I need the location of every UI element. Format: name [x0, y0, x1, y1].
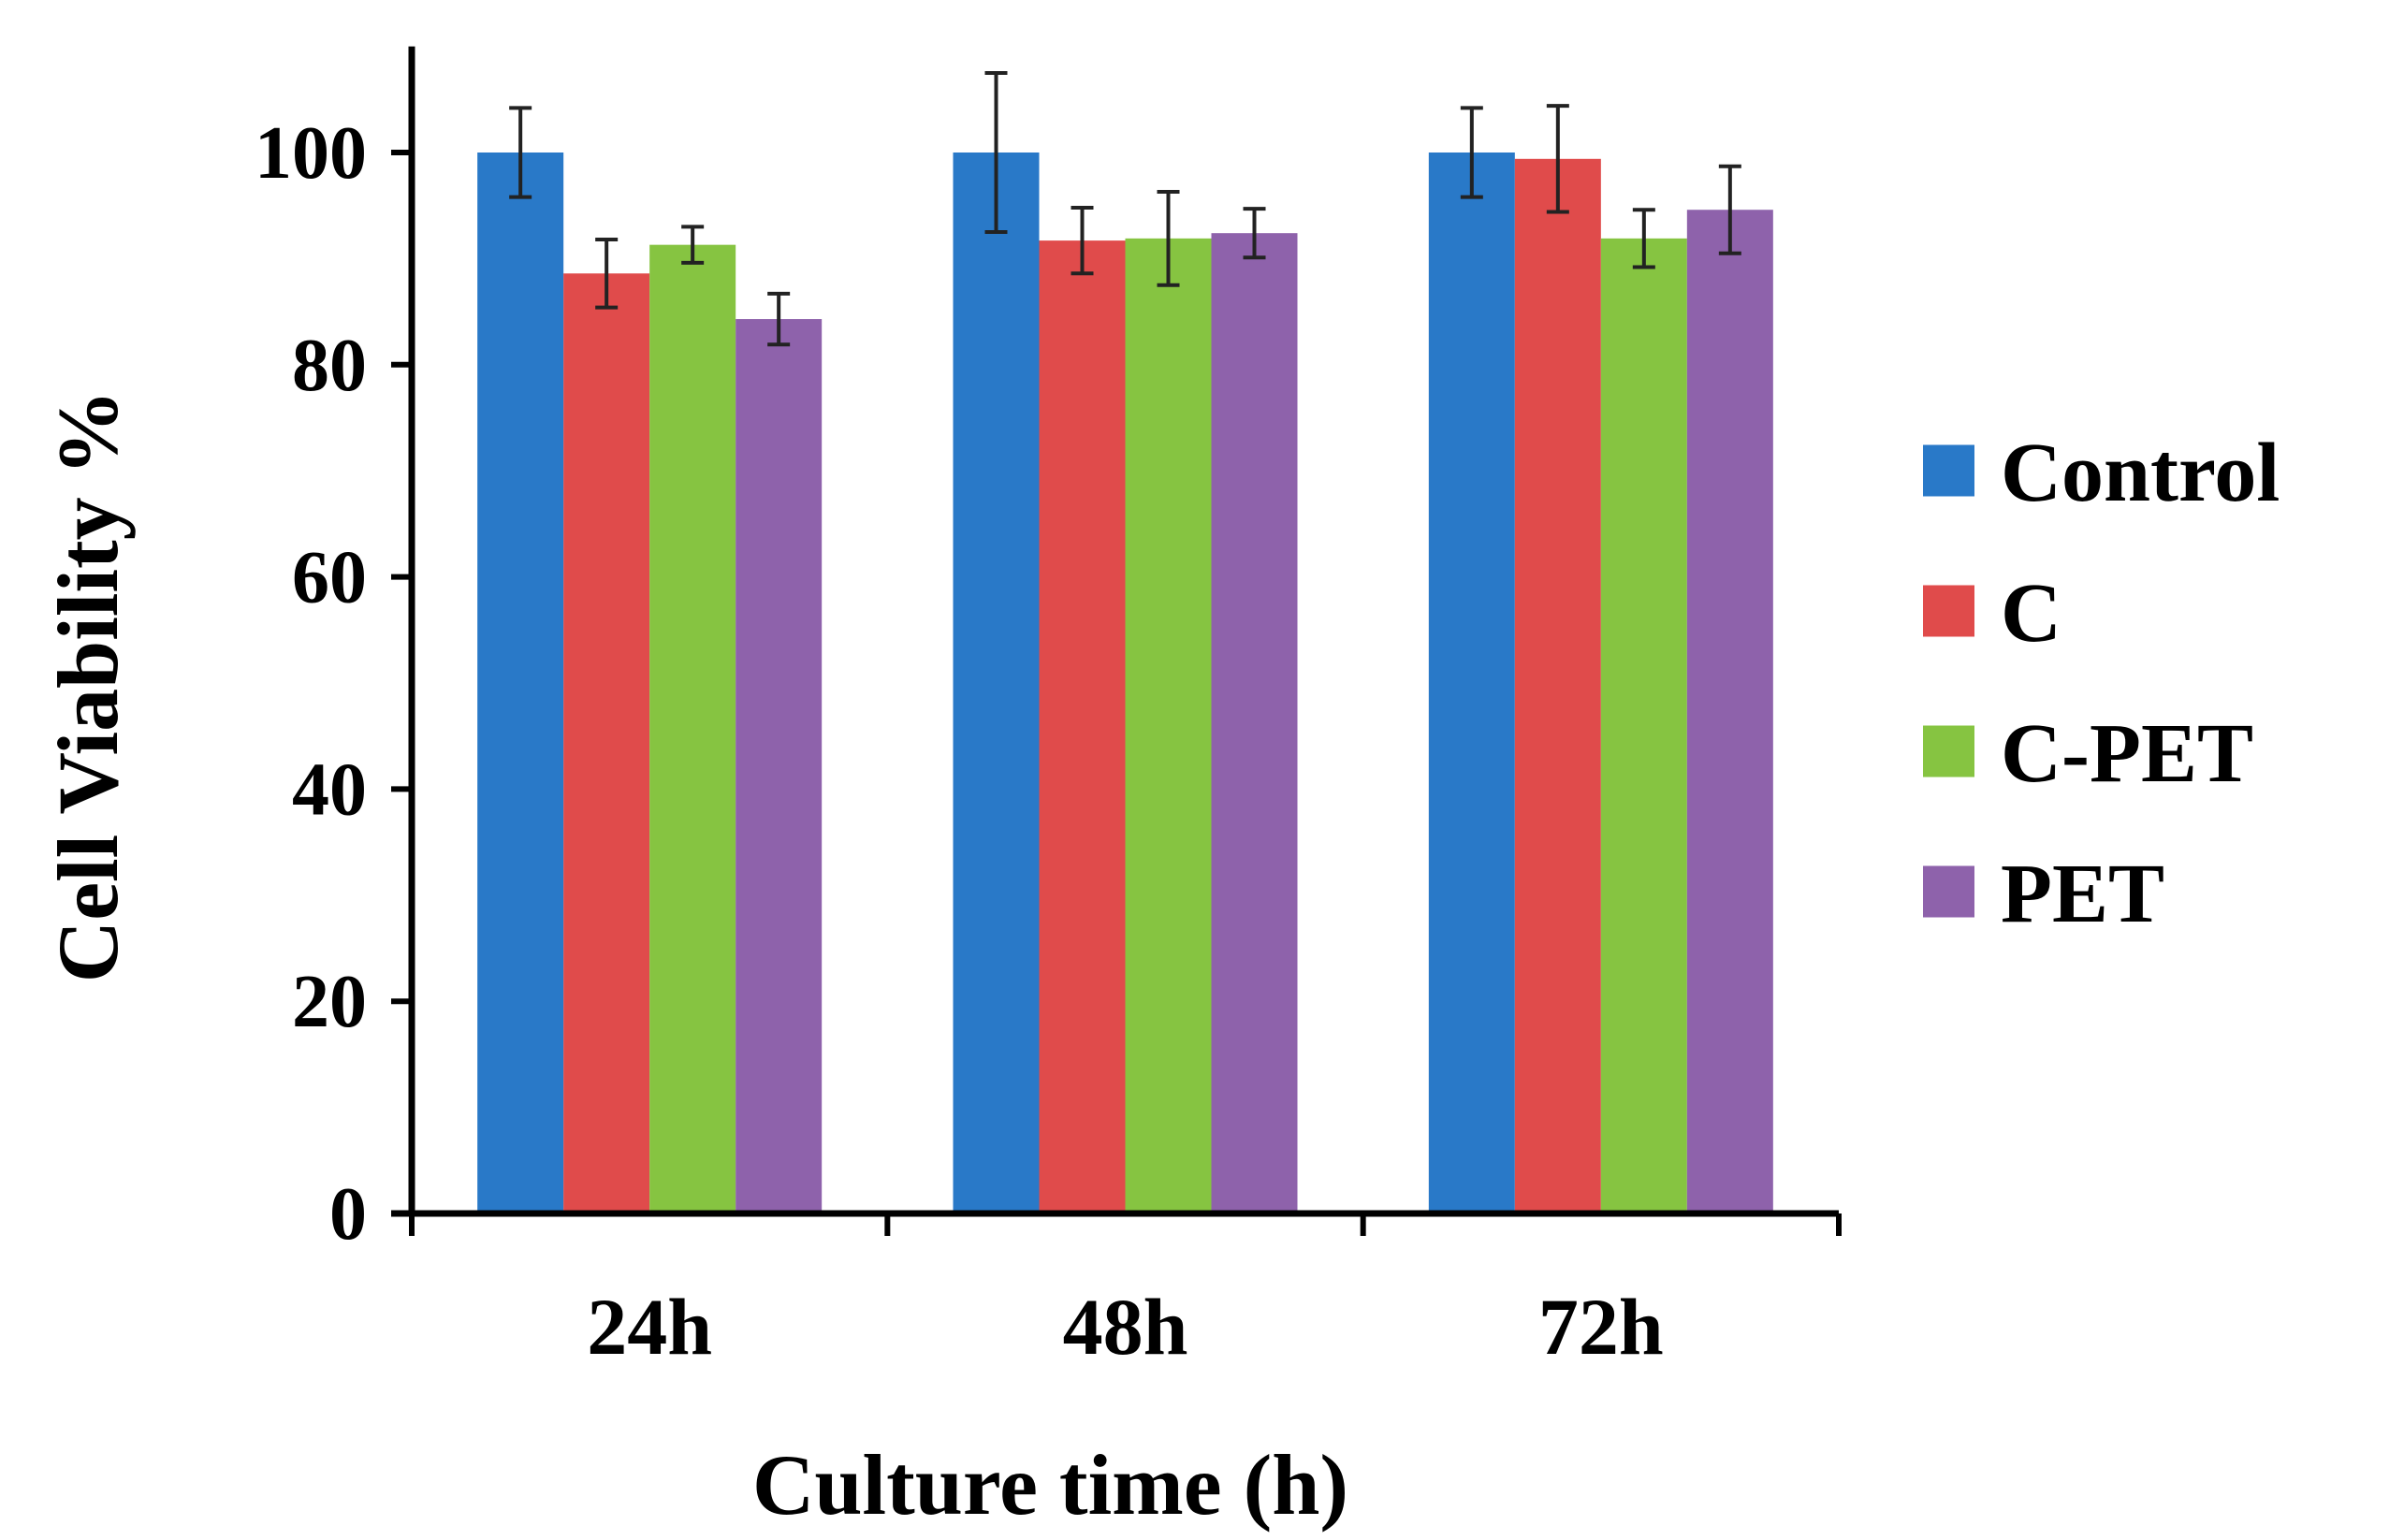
y-tick-label: 80 — [292, 325, 367, 407]
bar-pet-72h — [1686, 210, 1773, 1214]
legend-swatch-c-pet — [1923, 725, 1974, 777]
ticks-layer: 0 20 40 60 80 100 24h 48h 72h — [255, 112, 1842, 1372]
legend-swatch-c — [1923, 585, 1974, 637]
y-tick-label: 0 — [329, 1173, 367, 1256]
bar-c-48h — [1039, 240, 1126, 1213]
bar-c-pet-48h — [1125, 238, 1212, 1213]
bar-c-pet-72h — [1600, 238, 1687, 1213]
bar-c-pet-24h — [649, 244, 736, 1214]
y-tick-label: 60 — [292, 537, 367, 619]
x-tick-label: 72h — [1538, 1282, 1664, 1372]
legend-label-c-pet: C-PET — [2001, 707, 2253, 800]
bar-control-72h — [1428, 153, 1515, 1213]
x-tick-label: 48h — [1063, 1282, 1188, 1372]
legend-label-pet: PET — [2001, 848, 2164, 940]
x-axis-title: Culture time (h) — [752, 1437, 1348, 1533]
y-tick-label: 100 — [255, 112, 367, 195]
legend-label-c: C — [2001, 567, 2061, 660]
bar-pet-24h — [736, 319, 823, 1214]
bar-pet-48h — [1211, 233, 1298, 1214]
axes — [391, 46, 1839, 1217]
bar-c-24h — [563, 273, 650, 1213]
legend-label-control: Control — [2001, 427, 2280, 519]
bars-layer — [477, 153, 1773, 1214]
y-axis-title: Cell Viability % — [40, 389, 136, 982]
bar-control-24h — [477, 153, 564, 1213]
legend-swatch-control — [1923, 444, 1974, 497]
y-tick-label: 20 — [292, 961, 367, 1043]
bar-c-72h — [1514, 158, 1601, 1214]
legend-swatch-pet — [1923, 865, 1974, 918]
error-bars-layer — [509, 70, 1741, 347]
legend: Control C C-PET PET — [1923, 427, 2280, 940]
x-tick-label: 24h — [587, 1282, 712, 1372]
bar-control-48h — [953, 153, 1040, 1213]
y-tick-label: 40 — [292, 748, 367, 831]
